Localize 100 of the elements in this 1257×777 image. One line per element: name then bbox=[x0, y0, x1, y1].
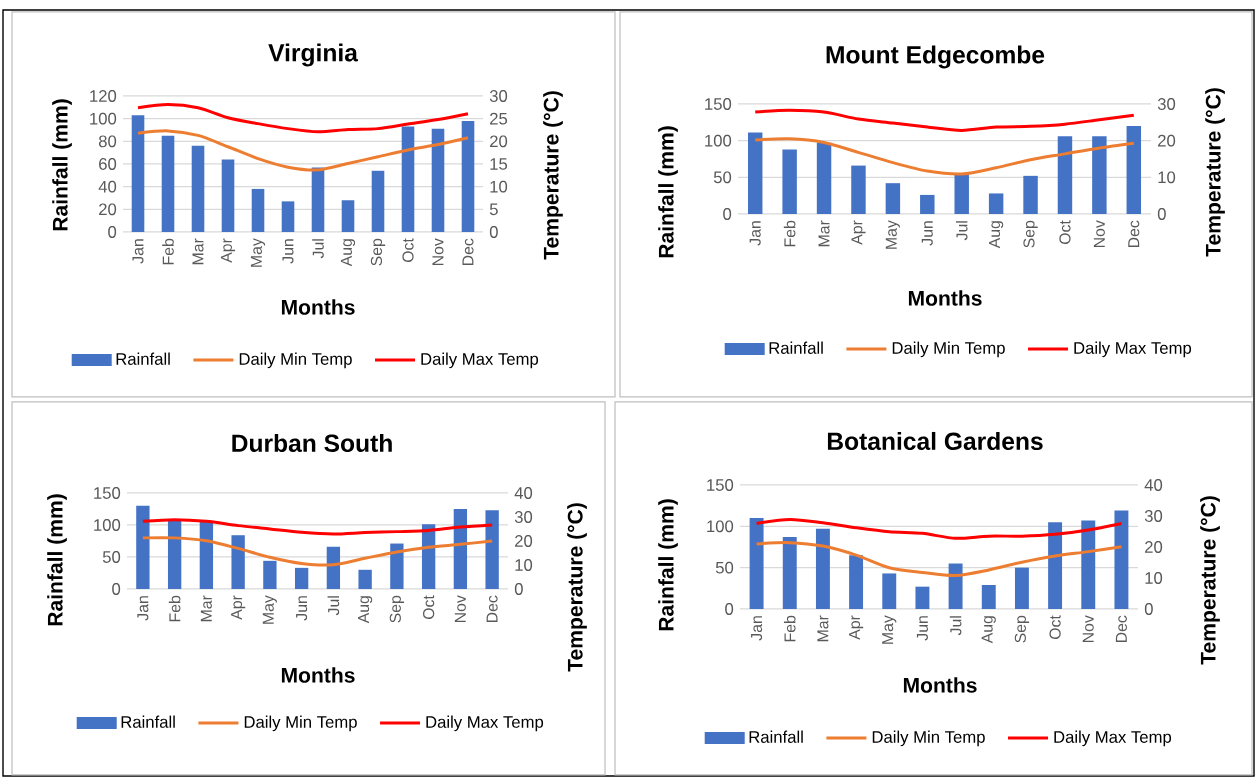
x-tick-label: Jun bbox=[921, 221, 933, 246]
legend-label: Rainfall bbox=[749, 730, 803, 743]
x-tick-label: Oct bbox=[423, 595, 435, 620]
bar bbox=[390, 543, 404, 589]
bar bbox=[1114, 510, 1129, 609]
bar bbox=[341, 200, 355, 232]
bar bbox=[461, 120, 475, 232]
legend-label: Rainfall bbox=[116, 352, 170, 365]
x-tick-label: Dec bbox=[486, 595, 498, 623]
x-tick-label: Mar bbox=[192, 238, 204, 265]
line-series bbox=[755, 541, 1123, 577]
y2-tick-label: 0 bbox=[1157, 208, 1166, 220]
y2-tick-label: 10 bbox=[1158, 171, 1176, 184]
y-axis-title: Rainfall (mm) bbox=[658, 126, 678, 258]
y2-axis-title: Temperature (°C) bbox=[567, 503, 587, 672]
bar bbox=[221, 159, 235, 232]
x-tick-label: Feb bbox=[783, 220, 796, 247]
x-tick-label: Mar bbox=[818, 220, 830, 247]
bar bbox=[782, 537, 797, 609]
y2-tick-label: 30 bbox=[514, 511, 533, 523]
bar bbox=[815, 528, 830, 609]
bar bbox=[263, 560, 277, 589]
y2-axis-title: Temperature (°C) bbox=[1205, 88, 1225, 257]
bar bbox=[1126, 125, 1142, 214]
x-tick-label: Jan bbox=[749, 221, 761, 246]
x-tick-label: Nov bbox=[1093, 220, 1105, 248]
y-tick-label: 150 bbox=[94, 487, 121, 499]
chart-title: Virginia bbox=[268, 43, 359, 67]
y-tick-label: 150 bbox=[705, 98, 732, 110]
y-axis-title: Rainfall (mm) bbox=[658, 499, 678, 631]
x-tick-label: Feb bbox=[783, 615, 796, 642]
y2-tick-label: 0 bbox=[489, 226, 498, 238]
y2-tick-label: 5 bbox=[489, 203, 498, 216]
x-tick-label: Aug bbox=[358, 596, 373, 624]
y2-tick-label: 20 bbox=[515, 535, 533, 547]
bar bbox=[920, 194, 935, 214]
y2-tick-label: 0 bbox=[514, 583, 523, 595]
y-tick-label: 120 bbox=[90, 90, 117, 102]
bar bbox=[371, 170, 385, 232]
bar bbox=[816, 142, 832, 214]
y2-tick-label: 10 bbox=[1145, 572, 1163, 584]
x-tick-label: Nov bbox=[432, 238, 444, 266]
y2-tick-label: 20 bbox=[490, 135, 508, 148]
x-tick-label: Aug bbox=[340, 239, 356, 267]
chart-title: Mount Edgecombe bbox=[826, 45, 1045, 69]
bar bbox=[453, 508, 468, 589]
bar bbox=[167, 519, 182, 589]
y-tick-label: 0 bbox=[725, 603, 734, 615]
bar bbox=[954, 173, 969, 214]
legend-label: Daily Max Temp bbox=[1074, 341, 1192, 358]
x-tick-label: May bbox=[882, 615, 897, 644]
x-tick-label: Jul bbox=[949, 616, 962, 636]
bar bbox=[1023, 175, 1038, 214]
y2-tick-label: 30 bbox=[489, 90, 508, 102]
y2-tick-label: 40 bbox=[514, 487, 533, 499]
bar bbox=[136, 505, 150, 589]
legend-label: Daily Min Temp bbox=[244, 715, 357, 732]
x-tick-label: Sep bbox=[370, 238, 386, 266]
legend-label: Daily Min Temp bbox=[872, 730, 985, 747]
y2-tick-label: 20 bbox=[1145, 541, 1163, 553]
x-tick-label: Dec bbox=[1115, 615, 1127, 643]
legend-label: Daily Min Temp bbox=[892, 341, 1005, 358]
y2-tick-label: 10 bbox=[490, 180, 508, 193]
bar bbox=[1014, 567, 1029, 609]
y2-tick-label: 10 bbox=[515, 559, 533, 571]
x-tick-label: Dec bbox=[462, 238, 474, 266]
y-axis-title: Rainfall (mm) bbox=[52, 99, 72, 231]
bar bbox=[294, 567, 309, 589]
legend-label: Rainfall bbox=[769, 341, 823, 354]
line-series bbox=[136, 103, 470, 134]
x-tick-label: May bbox=[885, 220, 900, 249]
x-tick-label: Feb bbox=[168, 595, 181, 622]
bar bbox=[231, 535, 245, 589]
bar bbox=[749, 518, 764, 609]
line-series bbox=[755, 517, 1123, 540]
x-tick-label: May bbox=[262, 595, 277, 624]
x-tick-label: Sep bbox=[1014, 615, 1030, 643]
x-tick-label: Jan bbox=[751, 616, 763, 641]
bar bbox=[988, 193, 1004, 214]
bar bbox=[1092, 136, 1107, 214]
bar bbox=[747, 132, 763, 214]
bar bbox=[948, 563, 963, 609]
x-tick-label: Feb bbox=[162, 238, 174, 265]
y2-axis-title: Temperature (°C) bbox=[1200, 496, 1220, 665]
bar bbox=[1057, 136, 1073, 214]
y-tick-label: 80 bbox=[98, 135, 117, 148]
y2-axis-title: Temperature (°C) bbox=[543, 91, 563, 260]
y2-tick-label: 30 bbox=[1157, 98, 1176, 110]
x-tick-label: Sep bbox=[1023, 220, 1038, 248]
line-series bbox=[753, 108, 1136, 132]
x-tick-label: Jan bbox=[132, 239, 144, 264]
x-tick-label: Jun bbox=[296, 596, 308, 621]
bar bbox=[981, 585, 996, 609]
x-tick-label: Nov bbox=[1082, 615, 1094, 643]
y-tick-label: 0 bbox=[723, 208, 732, 220]
bar bbox=[131, 115, 145, 232]
x-axis-title: Months bbox=[903, 677, 977, 693]
bar bbox=[851, 165, 866, 214]
line-series bbox=[141, 518, 494, 536]
x-tick-label: Oct bbox=[402, 238, 414, 263]
